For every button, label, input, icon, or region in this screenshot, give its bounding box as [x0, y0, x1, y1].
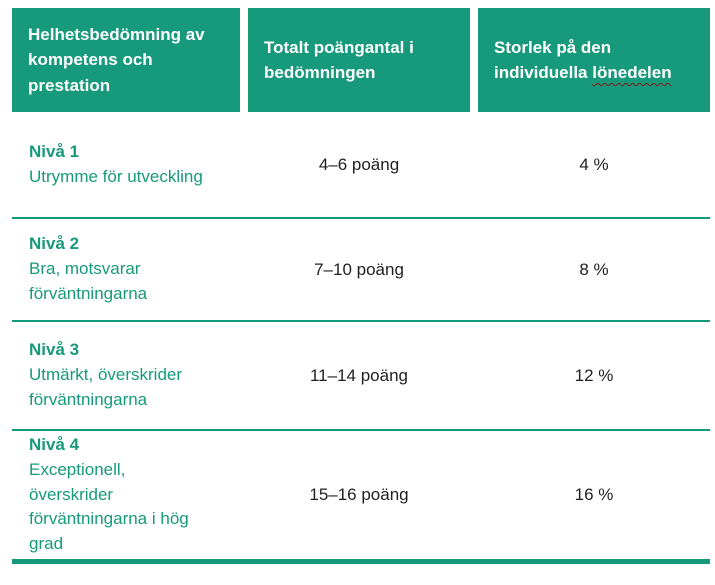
table-row-niva-2: Nivå 2 Bra, motsvarar förväntningarna 7–…	[12, 219, 710, 322]
header-cell-storlek: Storlek på den individuella lönedelen	[478, 8, 710, 112]
assessment-table: Helhetsbedömning av kompetens och presta…	[12, 8, 710, 564]
table-row-niva-3: Nivå 3 Utmärkt, överskrider förväntninga…	[12, 322, 710, 431]
points-value: 7–10 poäng	[314, 259, 404, 279]
header-storlek-line2-prefix: individuella	[494, 63, 588, 82]
share-value: 12 %	[574, 365, 614, 385]
share-value: 16 %	[574, 485, 614, 504]
table-header-row: Helhetsbedömning av kompetens och presta…	[12, 8, 710, 112]
level-description: Utrymme för utveckling	[29, 166, 203, 186]
level-description: Exceptionell, överskrider förväntningarn…	[29, 459, 189, 554]
level-cell: Nivå 4 Exceptionell, överskrider förvänt…	[12, 433, 240, 558]
header-cell-helhetsbedomning: Helhetsbedömning av kompetens och presta…	[12, 8, 240, 112]
level-cell: Nivå 2 Bra, motsvarar förväntningarna	[12, 232, 240, 307]
level-title: Nivå 2	[29, 234, 80, 254]
table-row-niva-1: Nivå 1 Utrymme för utveckling 4–6 poäng …	[12, 112, 710, 219]
header-storlek-line1: Storlek på den	[494, 37, 612, 57]
spellcheck-underlined-word: lönedelen	[592, 63, 672, 82]
level-description: Bra, motsvarar förväntningarna	[29, 259, 148, 303]
level-title: Nivå 1	[29, 141, 80, 161]
table-row-niva-4: Nivå 4 Exceptionell, överskrider förvänt…	[12, 431, 710, 564]
level-title: Nivå 3	[29, 340, 80, 360]
level-description: Utmärkt, överskrider förväntningarna	[29, 365, 183, 409]
points-value: 4–6 poäng	[318, 154, 400, 174]
level-cell: Nivå 3 Utmärkt, överskrider förväntninga…	[12, 338, 240, 413]
points-value: 11–14 poäng	[309, 365, 408, 385]
header-storlek-line2: individuella lönedelen	[494, 60, 702, 86]
points-value: 15–16 poäng	[309, 485, 409, 504]
level-title: Nivå 4	[29, 434, 80, 454]
header-cell-poangantal: Totalt poängantal i bedömningen	[248, 8, 470, 112]
share-value: 8 %	[579, 259, 609, 279]
level-cell: Nivå 1 Utrymme för utveckling	[12, 140, 240, 190]
share-value: 4 %	[579, 154, 609, 174]
